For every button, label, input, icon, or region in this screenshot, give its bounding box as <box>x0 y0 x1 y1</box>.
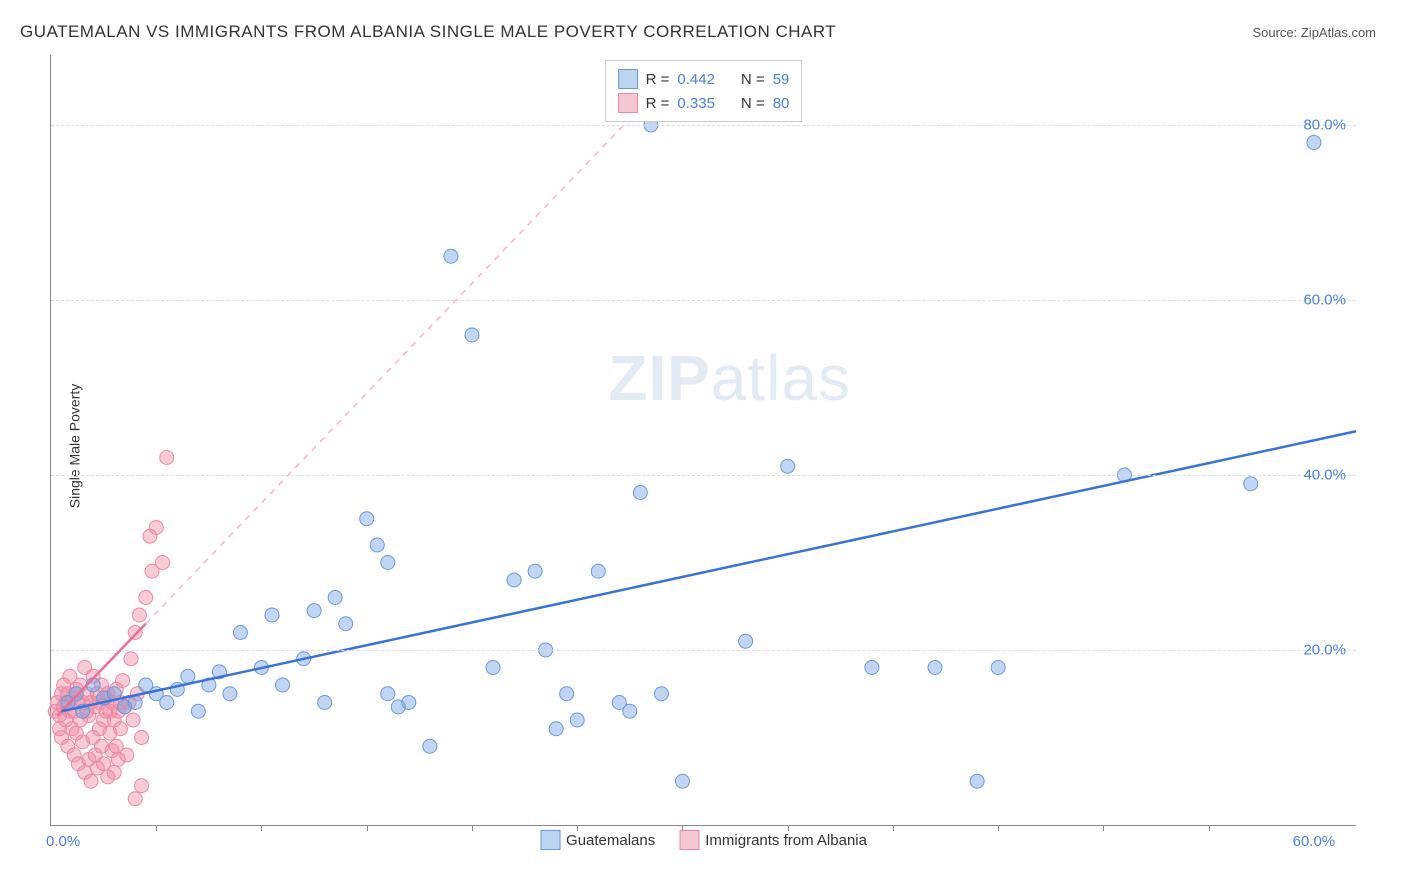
xtick-mark <box>472 825 473 831</box>
trend-line <box>62 431 1356 711</box>
data-point <box>318 696 332 710</box>
gridline-h <box>51 475 1356 476</box>
data-point <box>191 704 205 718</box>
ytick-label: 20.0% <box>1303 642 1346 659</box>
trend-line <box>146 64 683 624</box>
data-point <box>84 774 98 788</box>
data-point <box>1244 477 1258 491</box>
data-point <box>160 696 174 710</box>
data-point <box>116 674 130 688</box>
ytick-label: 40.0% <box>1303 467 1346 484</box>
data-point <box>339 617 353 631</box>
swatch-series2 <box>618 93 638 113</box>
gridline-h <box>51 300 1356 301</box>
data-point <box>1307 136 1321 150</box>
data-point <box>181 669 195 683</box>
xtick-mark <box>261 825 262 831</box>
data-point <box>381 556 395 570</box>
data-point <box>149 521 163 535</box>
data-point <box>120 748 134 762</box>
data-point <box>307 604 321 618</box>
data-point <box>549 722 563 736</box>
data-point <box>132 608 146 622</box>
data-point <box>328 591 342 605</box>
ytick-label: 60.0% <box>1303 292 1346 309</box>
data-point <box>276 678 290 692</box>
data-point <box>865 661 879 675</box>
data-point <box>223 687 237 701</box>
swatch-series2-bottom <box>679 830 699 850</box>
swatch-series1-bottom <box>540 830 560 850</box>
data-point <box>465 328 479 342</box>
data-point <box>381 687 395 701</box>
data-point <box>486 661 500 675</box>
xtick-mark <box>1103 825 1104 831</box>
scatter-svg <box>51 55 1356 825</box>
xtick-mark <box>367 825 368 831</box>
xtick-mark <box>788 825 789 831</box>
data-point <box>739 634 753 648</box>
data-point <box>360 512 374 526</box>
xtick-mark <box>998 825 999 831</box>
data-point <box>675 774 689 788</box>
data-point <box>139 591 153 605</box>
data-point <box>623 704 637 718</box>
xtick-mark <box>577 825 578 831</box>
data-point <box>69 687 83 701</box>
data-point <box>135 779 149 793</box>
data-point <box>156 556 170 570</box>
data-point <box>160 451 174 465</box>
data-point <box>135 731 149 745</box>
data-point <box>991 661 1005 675</box>
data-point <box>633 486 647 500</box>
data-point <box>928 661 942 675</box>
chart-title: GUATEMALAN VS IMMIGRANTS FROM ALBANIA SI… <box>20 22 836 42</box>
data-point <box>265 608 279 622</box>
data-point <box>560 687 574 701</box>
data-point <box>654 687 668 701</box>
legend-item-series2: Immigrants from Albania <box>679 830 867 850</box>
legend-row-series2: R = 0.335 N = 80 <box>618 91 790 115</box>
gridline-h <box>51 650 1356 651</box>
data-point <box>423 739 437 753</box>
data-point <box>444 249 458 263</box>
chart-plot-area: ZIPatlas R = 0.442 N = 59 R = 0.335 N = … <box>50 55 1356 826</box>
legend-item-series1: Guatemalans <box>540 830 655 850</box>
data-point <box>970 774 984 788</box>
data-point <box>107 766 121 780</box>
data-point <box>507 573 521 587</box>
source-credit: Source: ZipAtlas.com <box>1252 25 1376 40</box>
gridline-h <box>51 125 1356 126</box>
data-point <box>126 713 140 727</box>
data-point <box>233 626 247 640</box>
correlation-legend: R = 0.442 N = 59 R = 0.335 N = 80 <box>605 60 803 122</box>
data-point <box>402 696 416 710</box>
data-point <box>113 722 127 736</box>
x-origin-label: 0.0% <box>46 833 80 850</box>
xtick-mark <box>682 825 683 831</box>
data-point <box>591 564 605 578</box>
data-point <box>124 652 138 666</box>
data-point <box>781 459 795 473</box>
xtick-mark <box>893 825 894 831</box>
data-point <box>128 792 142 806</box>
legend-row-series1: R = 0.442 N = 59 <box>618 67 790 91</box>
xtick-mark <box>1209 825 1210 831</box>
data-point <box>128 626 142 640</box>
swatch-series1 <box>618 69 638 89</box>
xtick-label: 60.0% <box>1293 833 1336 850</box>
data-point <box>570 713 584 727</box>
data-point <box>528 564 542 578</box>
xtick-mark <box>156 825 157 831</box>
series-legend: Guatemalans Immigrants from Albania <box>540 830 867 850</box>
data-point <box>370 538 384 552</box>
ytick-label: 80.0% <box>1303 117 1346 134</box>
